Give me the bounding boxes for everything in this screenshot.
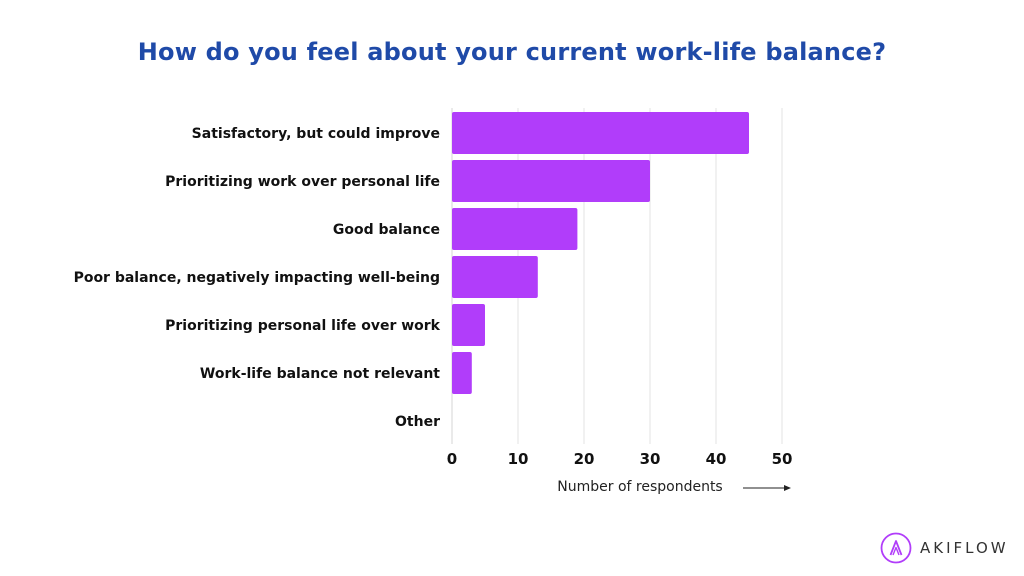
- bar: [452, 160, 650, 202]
- akiflow-logo-icon: [880, 532, 912, 564]
- category-label: Other: [395, 414, 440, 430]
- brand-logo: AKIFLOW: [880, 532, 1009, 564]
- x-tick-labels: 0 10 20 30 40 50: [447, 450, 793, 468]
- x-tick-label: 30: [640, 450, 661, 468]
- x-tick-label: 0: [447, 450, 457, 468]
- x-axis-label: Number of respondents: [557, 479, 723, 495]
- x-tick-label: 10: [508, 450, 529, 468]
- x-tick-label: 20: [574, 450, 595, 468]
- category-labels: Satisfactory, but could improve Prioritiz…: [74, 126, 441, 430]
- bar: [452, 256, 538, 298]
- bar: [452, 208, 578, 250]
- x-tick-label: 40: [706, 450, 727, 468]
- category-label: Good balance: [333, 222, 440, 238]
- category-label: Satisfactory, but could improve: [192, 126, 440, 142]
- category-label: Work-life balance not relevant: [200, 366, 440, 382]
- bar: [452, 304, 485, 346]
- bar: [452, 352, 472, 394]
- brand-name: AKIFLOW: [920, 539, 1009, 557]
- category-label: Poor balance, negatively impacting well-…: [74, 270, 440, 286]
- bars: [452, 112, 749, 394]
- axis-arrow-head: [784, 485, 791, 491]
- category-label: Prioritizing personal life over work: [165, 318, 441, 334]
- bar: [452, 112, 749, 154]
- chart-title: How do you feel about your current work-…: [137, 38, 887, 66]
- gridlines: [517, 108, 783, 444]
- category-label: Prioritizing work over personal life: [165, 174, 440, 190]
- x-tick-label: 50: [772, 450, 793, 468]
